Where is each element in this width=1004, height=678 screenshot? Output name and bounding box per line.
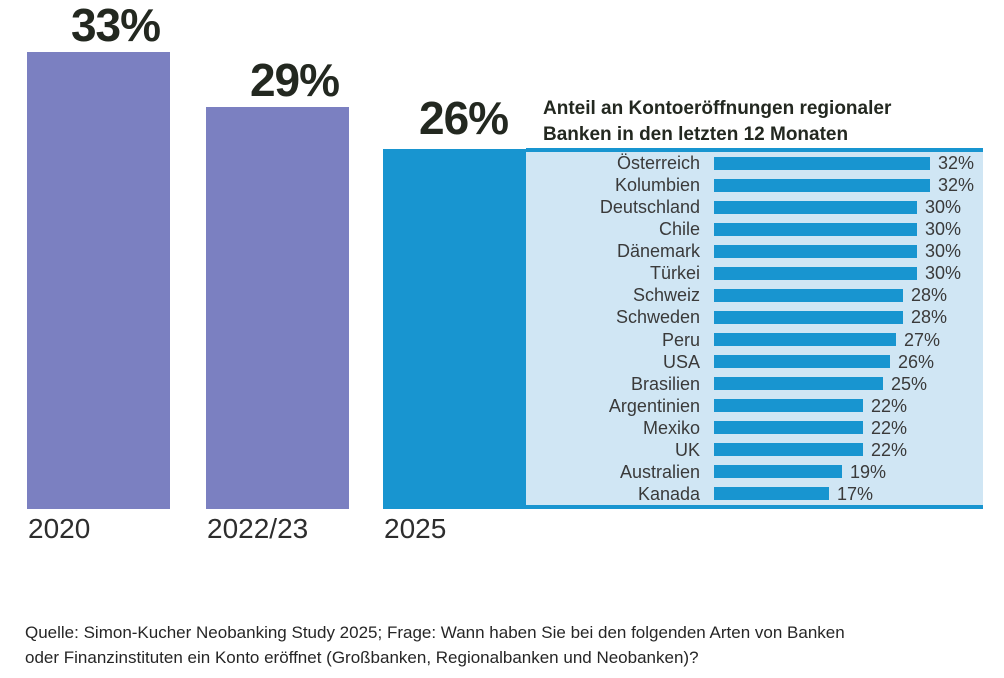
- country-value: 25%: [891, 373, 928, 394]
- country-row: Brasilien 25%: [526, 373, 983, 395]
- country-label: Chile: [658, 219, 700, 240]
- country-bar: [714, 156, 930, 170]
- country-row: Schweiz 28%: [526, 284, 983, 306]
- value-label-2022-23: 29%: [249, 54, 340, 106]
- country-bar: [714, 421, 863, 435]
- country-label: Deutschland: [599, 197, 700, 218]
- country-bar: [714, 288, 903, 302]
- country-value: 32%: [938, 153, 975, 174]
- country-bar: [714, 333, 896, 347]
- country-value: 22%: [871, 439, 908, 460]
- country-row: Kanada 17%: [526, 483, 983, 505]
- country-bar: [714, 487, 829, 501]
- axis-label-2020: 2020: [28, 513, 91, 544]
- country-row: Türkei 30%: [526, 262, 983, 284]
- country-row: Argentinien 22%: [526, 395, 983, 417]
- country-label: Österreich: [616, 153, 700, 174]
- country-row: UK 22%: [526, 439, 983, 461]
- inset-panel-title: Anteil an Kontoeröffnungen regionaler Ba…: [543, 96, 891, 148]
- country-label: Schweden: [615, 307, 700, 328]
- country-inset-panel: Österreich 32% Kolumbien 32% Deutschland 30% C…: [526, 148, 983, 509]
- source-line-1: Quelle: Simon-Kucher Neobanking Study 20…: [25, 623, 845, 642]
- country-label: Mexiko: [642, 417, 700, 438]
- country-row: Mexiko 22%: [526, 417, 983, 439]
- country-bar: [714, 244, 917, 258]
- country-value: 30%: [925, 263, 962, 284]
- source-note: Quelle: Simon-Kucher Neobanking Study 20…: [25, 620, 975, 670]
- country-label: Peru: [661, 329, 700, 350]
- country-bar: [714, 399, 863, 413]
- country-label: Schweiz: [632, 285, 700, 306]
- country-label: Kolumbien: [614, 175, 700, 196]
- country-value: 26%: [898, 351, 935, 372]
- country-row: Dänemark 30%: [526, 240, 983, 262]
- source-line-2: oder Finanzinstituten ein Konto eröffnet…: [25, 648, 699, 667]
- country-value: 30%: [925, 219, 962, 240]
- axis-label-2022-23: 2022/23: [207, 513, 309, 544]
- country-value: 19%: [850, 461, 887, 482]
- country-label: USA: [662, 351, 700, 372]
- country-row: Österreich 32%: [526, 152, 983, 174]
- inset-title-line-1: Anteil an Kontoeröffnungen regionaler: [543, 98, 892, 119]
- country-bar: [714, 222, 917, 236]
- country-label: Kanada: [637, 483, 700, 504]
- country-bar: [714, 377, 883, 391]
- country-bar: [714, 443, 863, 457]
- country-value: 30%: [925, 197, 962, 218]
- bar-2020: [27, 52, 170, 509]
- country-value: 22%: [871, 417, 908, 438]
- value-label-2025: 26%: [419, 92, 509, 144]
- bar-2025: [383, 149, 526, 509]
- country-label: Australien: [619, 461, 700, 482]
- axis-label-2025: 2025: [384, 513, 447, 544]
- country-label: Türkei: [649, 263, 700, 284]
- country-value: 22%: [871, 395, 908, 416]
- country-row: Deutschland 30%: [526, 196, 983, 218]
- country-row: Kolumbien 32%: [526, 174, 983, 196]
- country-row: USA 26%: [526, 351, 983, 373]
- country-row: Schweden 28%: [526, 306, 983, 328]
- country-row: Peru 27%: [526, 329, 983, 351]
- country-bar: [714, 178, 930, 192]
- country-bar: [714, 266, 917, 280]
- country-label: Dänemark: [616, 241, 700, 262]
- country-label: UK: [674, 439, 700, 460]
- country-value: 27%: [904, 329, 941, 350]
- country-row: Chile 30%: [526, 218, 983, 240]
- country-label: Argentinien: [608, 395, 700, 416]
- inset-title-line-2: Banken in den letzten 12 Monaten: [543, 124, 849, 145]
- country-value: 32%: [938, 175, 975, 196]
- country-value: 28%: [911, 285, 948, 306]
- country-bar: [714, 465, 842, 479]
- country-value: 28%: [911, 307, 948, 328]
- bar-2022-23: [206, 107, 349, 509]
- value-label-2020: 33%: [70, 0, 161, 51]
- country-value: 17%: [837, 483, 874, 504]
- country-value: 30%: [925, 241, 962, 262]
- country-bar: [714, 200, 917, 214]
- country-bar: [714, 355, 890, 369]
- country-label: Brasilien: [630, 373, 700, 394]
- country-row: Australien 19%: [526, 461, 983, 483]
- country-bar: [714, 310, 903, 324]
